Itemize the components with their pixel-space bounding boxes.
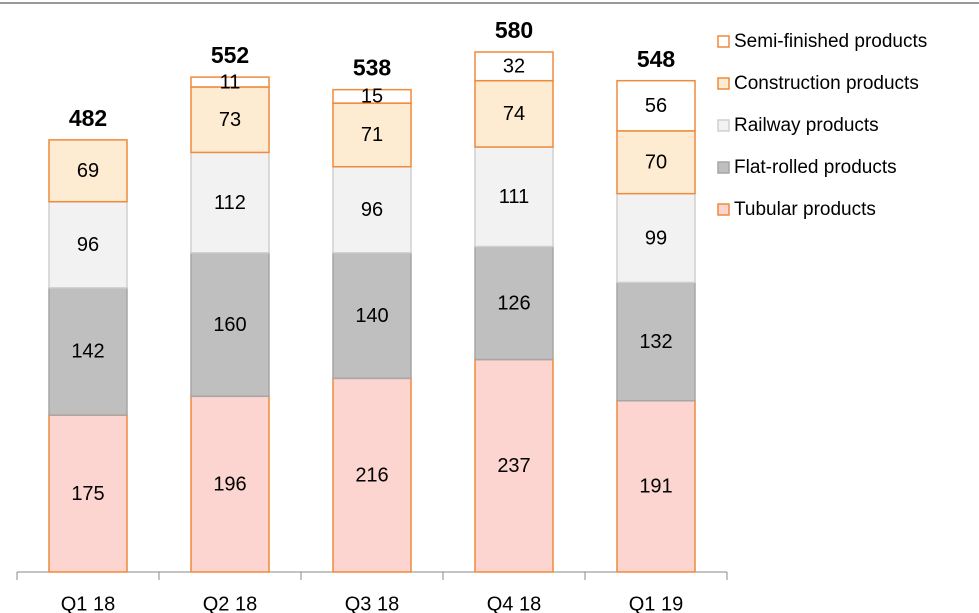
bar-segment [474,79,554,148]
total-label: 482 [69,105,107,131]
value-label: 111 [499,186,529,208]
bar-segment [332,88,412,104]
legend-swatch [717,35,730,48]
bar-segment [616,192,696,284]
bar-segment [474,51,554,82]
value-label: 69 [77,160,99,182]
total-label: 548 [637,46,676,72]
bar-segment [190,76,270,88]
bar-segment [190,86,270,154]
value-label: 96 [361,199,383,221]
value-label: 112 [214,192,246,214]
bar-segment [616,281,696,402]
value-label: 71 [361,124,383,146]
legend-swatch [717,119,730,132]
value-label: 132 [639,331,672,353]
bar-segment [190,395,270,573]
total-label: 552 [211,42,249,68]
bar-segment [48,287,128,416]
bar-segment [474,358,554,573]
value-label: 74 [503,103,525,125]
x-tick-label: Q3 18 [345,593,399,613]
total-label: 580 [495,17,533,43]
value-label: 96 [77,234,99,256]
total-label: 538 [353,55,392,81]
value-label: 191 [639,476,672,498]
value-label: 140 [355,305,388,327]
bar-segment [616,79,696,132]
value-label: 237 [497,455,530,477]
value-label: 15 [361,86,383,108]
bar-segment [48,200,128,289]
legend-label: Construction products [734,73,919,94]
bar-segment [474,146,554,248]
bar-segment [616,400,696,573]
legend-swatch [717,203,730,216]
legend-label: Flat-rolled products [734,157,897,178]
value-label: 160 [213,314,246,336]
bar-segment [332,102,412,168]
value-label: 70 [645,152,667,174]
x-tick-label: Q2 18 [203,593,257,613]
bar-segment [48,414,128,573]
value-label: 216 [355,464,388,486]
legend-label: Semi-finished products [734,31,927,52]
legend-label: Tubular products [734,199,876,220]
value-label: 11 [220,71,241,93]
x-tick-label: Q1 18 [61,593,115,613]
bar-segment [332,252,412,380]
legend-swatch [717,161,730,174]
x-tick-label: Q1 19 [629,593,683,613]
value-label: 196 [213,473,246,495]
bar-segment [332,377,412,573]
bar-segment [332,166,412,254]
value-label: 73 [219,109,241,131]
value-label: 56 [645,95,667,117]
value-label: 175 [71,483,104,505]
bar-segment [474,245,554,361]
value-label: 99 [645,227,667,249]
value-label: 32 [503,56,525,78]
legend-swatch [717,77,730,90]
x-tick-label: Q4 18 [487,593,541,613]
value-label: 142 [71,341,104,363]
value-label: 126 [497,292,530,314]
legend-label: Railway products [734,115,879,136]
bar-segment [48,139,128,203]
